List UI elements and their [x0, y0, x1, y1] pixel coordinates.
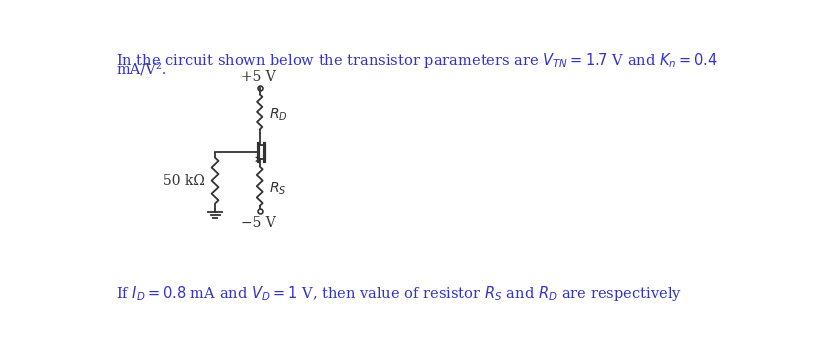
Text: In the circuit shown below the transistor parameters are $V_{TN} = 1.7$ V and $K: In the circuit shown below the transisto…: [117, 51, 718, 70]
Text: If $I_D = 0.8$ mA and $V_D = 1$ V, then value of resistor $R_S$ and $R_D$ are re: If $I_D = 0.8$ mA and $V_D = 1$ V, then …: [117, 284, 681, 303]
Text: mA/V².: mA/V².: [117, 62, 166, 76]
Text: −5 V: −5 V: [240, 216, 275, 230]
Text: $R_S$: $R_S$: [268, 181, 286, 198]
Text: $R_D$: $R_D$: [268, 107, 287, 123]
Text: +5 V: +5 V: [240, 70, 275, 84]
Text: 50 kΩ: 50 kΩ: [163, 174, 205, 188]
